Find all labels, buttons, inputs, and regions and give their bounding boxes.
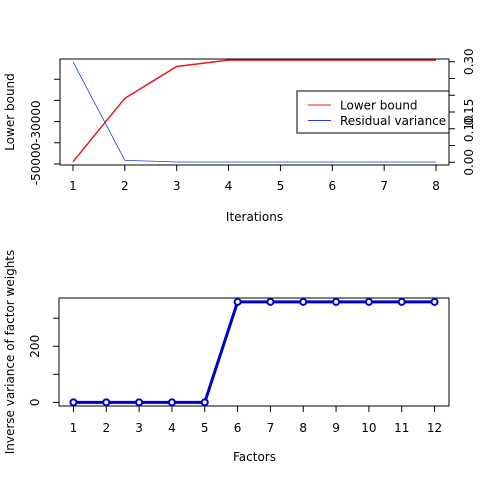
bottom-plot-frame — [58, 297, 450, 407]
y2-tick-label: 0.15 — [462, 99, 476, 126]
x-tick-label: 4 — [168, 421, 176, 435]
x-tick-label: 6 — [234, 421, 242, 435]
bottom-y-axis-title: Inverse variance of factor weights — [3, 250, 17, 455]
x-tick-label: 3 — [173, 179, 181, 193]
bottom-x-axis: 1 2 3 4 5 6 7 8 9 10 11 12 — [70, 406, 442, 435]
data-point — [332, 297, 341, 306]
top-x-axis: 1 2 3 4 5 6 7 8 — [69, 165, 440, 193]
series-line-factor-weights — [73, 300, 435, 404]
top-series-group — [72, 59, 437, 163]
data-point — [430, 297, 439, 306]
x-tick-label: 2 — [102, 421, 110, 435]
bottom-x-axis-title: Factors — [233, 450, 276, 464]
data-point — [397, 297, 406, 306]
x-tick-label: 1 — [69, 179, 77, 193]
y-tick-label: -30000 — [29, 100, 43, 143]
bottom-y-axis: 0 200 — [28, 317, 59, 407]
top-y-axis-title: Lower bound — [3, 73, 17, 151]
x-tick-label: 2 — [121, 179, 129, 193]
x-tick-label: 8 — [299, 421, 307, 435]
y-tick-label: 0 — [28, 399, 42, 407]
y-tick-label: -50000 — [29, 143, 43, 186]
top-y2-axis: 0.00 0.100.15 0.30 — [449, 48, 476, 176]
x-tick-label: 5 — [201, 421, 209, 435]
data-point — [233, 297, 242, 306]
legend-box — [296, 90, 450, 134]
x-tick-label: 4 — [225, 179, 233, 193]
data-point — [299, 297, 308, 306]
y2-tick-label: 0.00 — [462, 149, 476, 176]
x-tick-label: 12 — [427, 421, 442, 435]
data-point — [135, 398, 144, 407]
data-point — [69, 398, 78, 407]
x-tick-label: 10 — [361, 421, 376, 435]
x-tick-label: 9 — [332, 421, 340, 435]
x-tick-label: 6 — [328, 179, 336, 193]
data-point — [167, 398, 176, 407]
data-point — [266, 297, 275, 306]
y2-tick-label: 0.10 — [462, 115, 476, 142]
x-tick-label: 8 — [432, 179, 440, 193]
y-tick-label: 200 — [28, 335, 42, 358]
data-point — [364, 297, 373, 306]
series-line-residual-variance — [72, 61, 437, 163]
series-line-lower-bound — [72, 59, 437, 163]
legend-label-residual-variance: Residual variance — [340, 114, 446, 128]
x-tick-label: 1 — [70, 421, 78, 435]
top-chart: 1 2 3 4 5 6 7 8 -50000-30000 0.00 0.100.15 0.30 I… — [3, 48, 476, 224]
x-tick-label: 3 — [135, 421, 143, 435]
top-y-axis: -50000-30000 — [29, 78, 60, 186]
x-tick-label: 11 — [394, 421, 409, 435]
data-point — [102, 398, 111, 407]
bottom-series-group — [69, 297, 439, 407]
x-tick-label: 7 — [267, 421, 275, 435]
top-x-axis-title: Iterations — [226, 210, 283, 224]
top-legend: Lower bound Residual variance — [296, 90, 450, 134]
x-tick-label: 5 — [277, 179, 285, 193]
legend-label-lower-bound: Lower bound — [340, 99, 418, 113]
y2-tick-label: 0.30 — [462, 48, 476, 75]
x-tick-label: 7 — [380, 179, 388, 193]
data-point — [200, 398, 209, 407]
